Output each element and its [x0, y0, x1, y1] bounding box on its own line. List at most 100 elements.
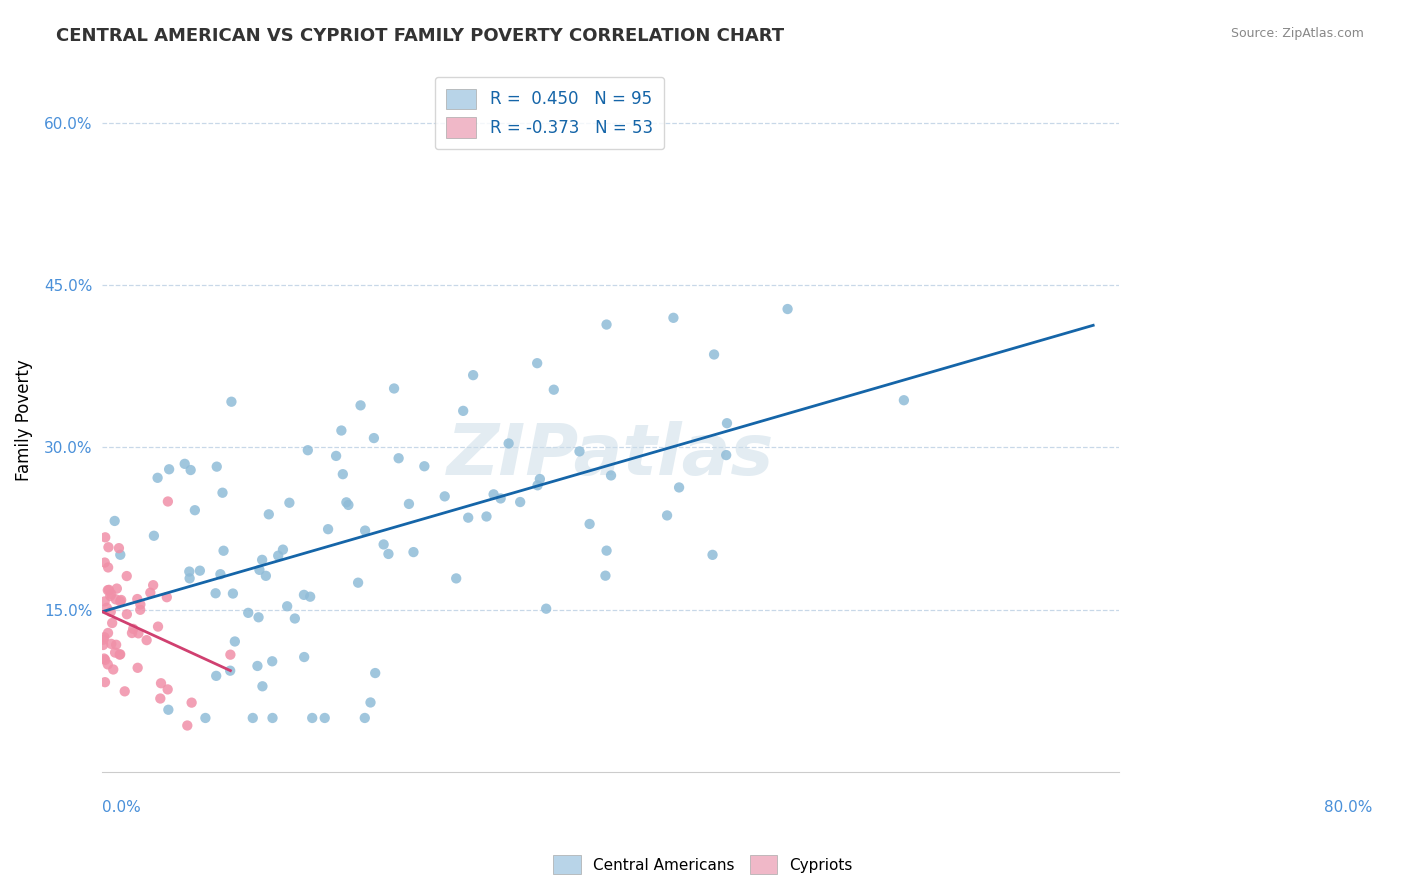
Point	[222, 586, 245, 600]
Point	[194, 711, 217, 725]
Point	[93, 651, 115, 665]
Text: 0.0%: 0.0%	[103, 800, 141, 815]
Point	[142, 578, 165, 592]
Point	[262, 711, 284, 725]
Point	[179, 571, 201, 585]
Text: Source: ZipAtlas.com: Source: ZipAtlas.com	[1230, 27, 1364, 40]
Point	[254, 569, 277, 583]
Point	[714, 448, 737, 462]
Point	[139, 585, 162, 599]
Point	[301, 711, 323, 725]
Point	[526, 478, 548, 492]
Point	[94, 530, 117, 544]
Point	[373, 537, 395, 551]
Point	[402, 545, 425, 559]
Point	[97, 657, 120, 672]
Point	[337, 498, 360, 512]
Point	[349, 398, 371, 412]
Point	[179, 565, 201, 579]
Point	[98, 589, 121, 603]
Point	[457, 510, 479, 524]
Point	[105, 582, 128, 596]
Point	[115, 569, 138, 583]
Point	[180, 696, 202, 710]
Point	[325, 449, 347, 463]
Point	[108, 541, 131, 556]
Point	[97, 560, 120, 574]
Point	[267, 549, 290, 563]
Point	[246, 659, 269, 673]
Point	[353, 711, 375, 725]
Text: CENTRAL AMERICAN VS CYPRIOT FAMILY POVERTY CORRELATION CHART: CENTRAL AMERICAN VS CYPRIOT FAMILY POVER…	[56, 27, 785, 45]
Point	[157, 462, 180, 476]
Point	[104, 646, 127, 660]
Point	[347, 575, 370, 590]
Point	[250, 553, 273, 567]
Point	[129, 598, 152, 612]
Point	[262, 654, 284, 668]
Point	[364, 666, 387, 681]
Point	[146, 471, 169, 485]
Point	[97, 540, 120, 554]
Point	[91, 638, 114, 652]
Point	[110, 594, 132, 608]
Point	[578, 516, 600, 531]
Point	[332, 467, 354, 482]
Text: ZIPatlas: ZIPatlas	[447, 421, 775, 490]
Point	[703, 347, 725, 361]
Point	[482, 487, 505, 501]
Point	[451, 404, 474, 418]
Point	[655, 508, 678, 523]
Point	[893, 393, 915, 408]
Point	[716, 416, 738, 430]
Point	[93, 630, 115, 644]
Point	[382, 382, 405, 396]
Point	[97, 582, 120, 597]
Point	[221, 394, 243, 409]
Point	[534, 601, 557, 615]
Point	[122, 622, 145, 636]
Point	[249, 563, 271, 577]
Point	[110, 593, 132, 607]
Point	[105, 638, 128, 652]
Point	[101, 615, 124, 630]
Point	[205, 459, 228, 474]
Point	[127, 661, 149, 675]
Point	[278, 496, 301, 510]
Point	[173, 457, 195, 471]
Point	[444, 571, 467, 585]
Point	[238, 606, 260, 620]
Point	[330, 424, 353, 438]
Point	[108, 648, 131, 662]
Point	[413, 459, 436, 474]
Point	[157, 703, 180, 717]
Point	[212, 543, 235, 558]
Point	[104, 592, 127, 607]
Point	[93, 594, 115, 608]
Point	[96, 600, 118, 615]
Point	[299, 590, 322, 604]
Point	[433, 489, 456, 503]
Point	[388, 451, 411, 466]
Point	[377, 547, 399, 561]
Point	[205, 669, 228, 683]
Legend: R =  0.450   N = 95, R = -0.373   N = 53: R = 0.450 N = 95, R = -0.373 N = 53	[434, 77, 665, 149]
Point	[314, 711, 336, 725]
Point	[257, 508, 280, 522]
Point	[224, 634, 246, 648]
Point	[110, 548, 132, 562]
Point	[142, 529, 165, 543]
Point	[135, 633, 157, 648]
Point	[489, 491, 512, 506]
Point	[475, 509, 498, 524]
Point	[127, 592, 149, 607]
Point	[97, 626, 120, 640]
Point	[156, 494, 179, 508]
Point	[252, 679, 274, 693]
Point	[292, 650, 315, 665]
Point	[463, 368, 485, 383]
Point	[702, 548, 724, 562]
Point	[121, 626, 143, 640]
Point	[292, 588, 315, 602]
Point	[363, 431, 385, 445]
